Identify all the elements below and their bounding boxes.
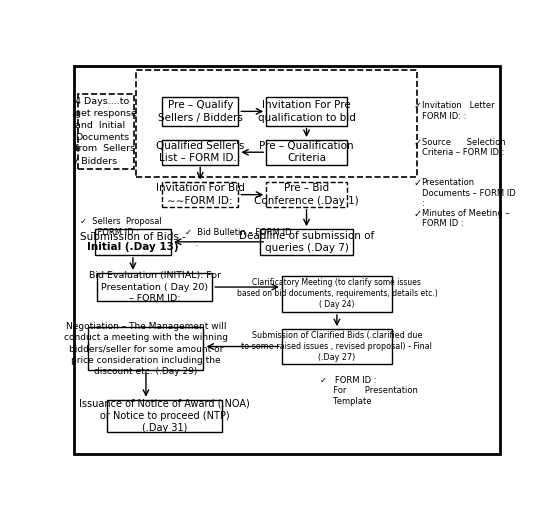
FancyBboxPatch shape: [162, 182, 238, 207]
Text: ✓: ✓: [414, 101, 422, 111]
Text: Pre – Bid
Conference (.Day 1): Pre – Bid Conference (.Day 1): [254, 183, 359, 206]
Text: ✓  Sellers  Proposal
    – FORM ID :: ✓ Sellers Proposal – FORM ID :: [80, 217, 161, 237]
FancyBboxPatch shape: [97, 273, 212, 301]
FancyBboxPatch shape: [282, 276, 392, 312]
Text: Presentation
Documents – FORM ID
:: Presentation Documents – FORM ID :: [422, 178, 515, 208]
Text: 4 Days....to
get response
and  Initial
Documents
from  Sellers
/ Bidders: 4 Days....to get response and Initial Do…: [75, 97, 137, 165]
Text: ✓  Bid Bulletin – FORM ID
    :: ✓ Bid Bulletin – FORM ID :: [185, 228, 292, 248]
FancyBboxPatch shape: [162, 97, 238, 126]
FancyBboxPatch shape: [162, 140, 238, 164]
Text: Submission of Clarified Bids (.clarified due
to some raised issues , revised pro: Submission of Clarified Bids (.clarified…: [241, 331, 432, 362]
FancyBboxPatch shape: [267, 140, 347, 164]
Text: ✓   FORM ID :
     For       Presentation
     Template: ✓ FORM ID : For Presentation Template: [320, 376, 417, 406]
FancyBboxPatch shape: [78, 94, 134, 169]
Text: Issuance of Notice of Award (.NOA)
or Notice to proceed (NTP)
(.Day 31): Issuance of Notice of Award (.NOA) or No…: [79, 399, 250, 433]
FancyBboxPatch shape: [260, 229, 353, 255]
Text: Pre – Qualify
Sellers / Bidders: Pre – Qualify Sellers / Bidders: [158, 100, 242, 123]
Text: ✓: ✓: [414, 178, 422, 188]
FancyBboxPatch shape: [107, 400, 222, 432]
Text: ✓: ✓: [414, 209, 422, 218]
Text: Bid Evaluation (INITIAL). For
Presentation ( Day 20)
– FORM ID:: Bid Evaluation (INITIAL). For Presentati…: [88, 271, 221, 303]
Text: Invitation For Bid
∼∼FORM ID:: Invitation For Bid ∼∼FORM ID:: [156, 183, 245, 206]
FancyBboxPatch shape: [95, 229, 171, 255]
Text: Deadline of submission of
queries (.Day 7): Deadline of submission of queries (.Day …: [239, 231, 374, 253]
Text: Negotiation – The Management will
conduct a meeting with the winning
bidders/sel: Negotiation – The Management will conduc…: [64, 322, 228, 375]
Text: ✓: ✓: [414, 138, 422, 148]
FancyBboxPatch shape: [88, 328, 203, 370]
Text: Source      Selection
Criteria – FORM ID :: Source Selection Criteria – FORM ID :: [422, 138, 505, 158]
Text: Minutes of Meeting –
FORM ID :: Minutes of Meeting – FORM ID :: [422, 209, 509, 228]
Text: Initial (.Day 13): Initial (.Day 13): [87, 242, 179, 252]
Text: Clarificatory Meeting (to clarify some issues
based on bid documents, requiremen: Clarificatory Meeting (to clarify some i…: [236, 278, 437, 310]
FancyBboxPatch shape: [282, 329, 392, 364]
FancyBboxPatch shape: [267, 182, 347, 207]
Text: Invitation   Letter
FORM ID: :: Invitation Letter FORM ID: :: [422, 101, 494, 121]
Text: Submission of Bids -: Submission of Bids -: [80, 232, 186, 242]
Text: Invitation For Pre
qualification to bid: Invitation For Pre qualification to bid: [258, 100, 356, 123]
Text: Pre – Qualification
Criteria: Pre – Qualification Criteria: [259, 141, 354, 163]
FancyBboxPatch shape: [267, 97, 347, 126]
Text: Qualified Seller's
List – FORM ID.:: Qualified Seller's List – FORM ID.:: [156, 141, 244, 163]
